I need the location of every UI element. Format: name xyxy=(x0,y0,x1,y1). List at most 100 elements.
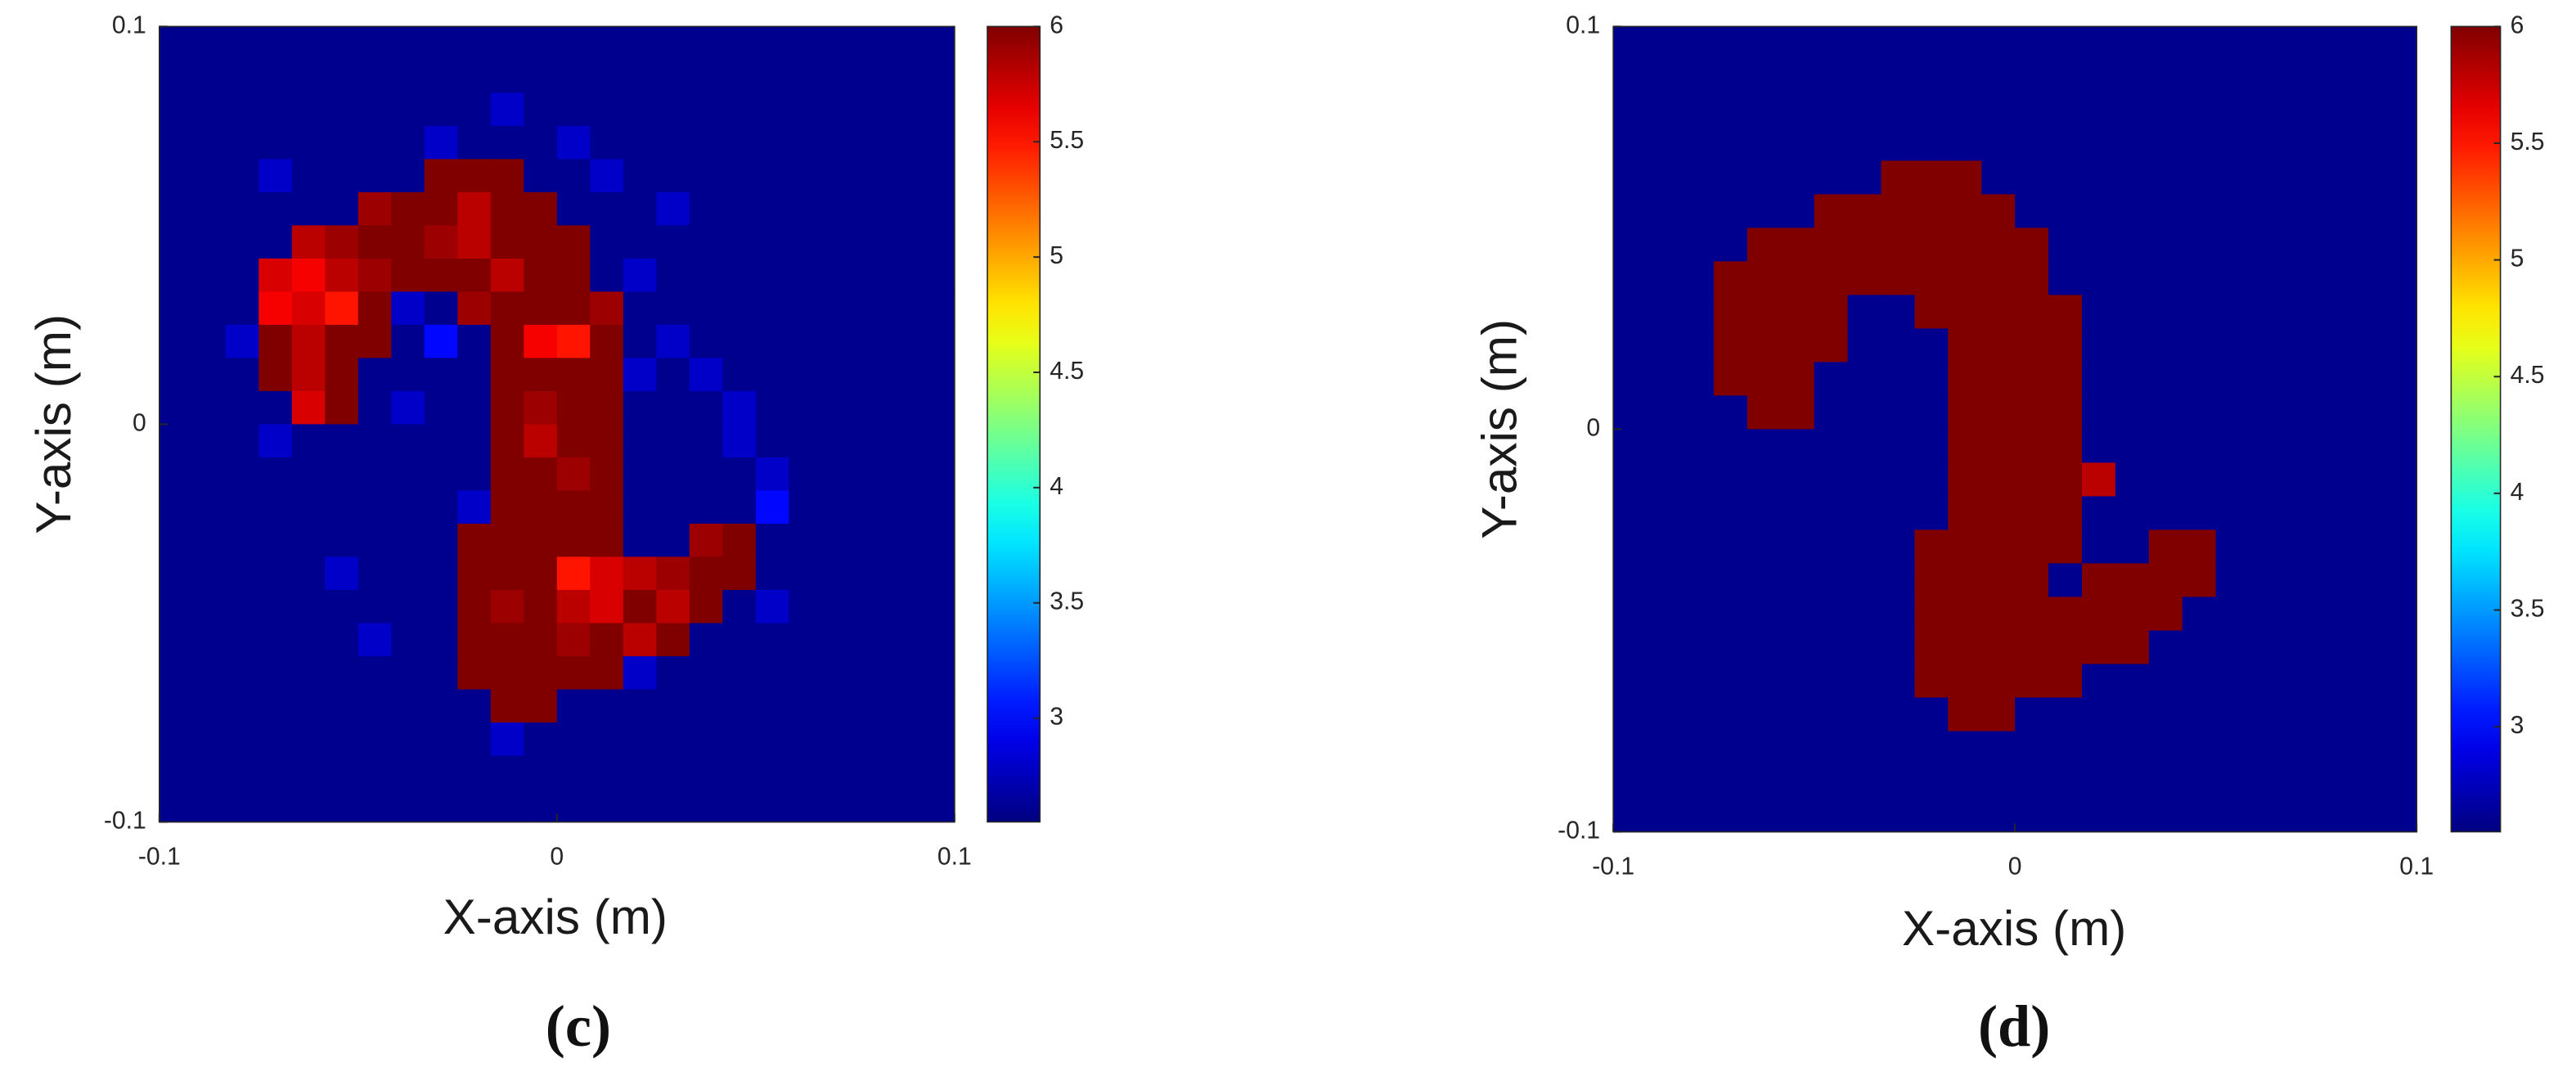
heatmap-cell xyxy=(888,424,923,458)
heatmap-cell xyxy=(1679,630,1715,665)
heatmap-cell xyxy=(291,225,326,259)
heatmap-cell xyxy=(2316,597,2351,632)
heatmap-cell xyxy=(1679,26,1715,61)
heatmap-cell xyxy=(2048,664,2083,699)
heatmap-cell xyxy=(2215,597,2250,632)
heatmap-cell xyxy=(888,523,923,558)
heatmap-cell xyxy=(623,26,658,61)
heatmap-cell xyxy=(2249,798,2284,833)
heatmap-cell xyxy=(2282,362,2318,397)
heatmap-cell xyxy=(1647,597,1681,632)
heatmap-cell xyxy=(1647,664,1681,699)
heatmap-cell xyxy=(556,92,591,127)
heatmap-cell xyxy=(1814,597,1849,632)
heatmap-cell xyxy=(1814,563,1849,598)
heatmap-cell xyxy=(391,59,425,94)
heatmap-cell xyxy=(2282,127,2318,162)
heatmap-cell xyxy=(357,159,393,193)
heatmap-cell xyxy=(225,556,260,591)
heatmap-cell xyxy=(2082,295,2116,330)
x-axis-label: X-axis (m) xyxy=(443,889,668,944)
heatmap-cell xyxy=(2316,496,2351,531)
heatmap-cell xyxy=(789,490,823,525)
heatmap-cell xyxy=(1981,697,2016,732)
heatmap-cell xyxy=(656,390,690,426)
heatmap-cell xyxy=(1613,160,1648,196)
heatmap-cell xyxy=(2215,261,2250,296)
heatmap-cell xyxy=(556,358,591,392)
heatmap-cell xyxy=(556,722,591,757)
heatmap-cell xyxy=(855,788,889,823)
heatmap-cell xyxy=(1679,798,1715,833)
heatmap-cell xyxy=(1679,93,1715,128)
heatmap-cell xyxy=(2048,429,2083,464)
heatmap-cell xyxy=(1814,295,1849,330)
heatmap-cell xyxy=(1847,60,1882,95)
heatmap-cell xyxy=(1847,764,1882,799)
heatmap-cell xyxy=(424,556,459,591)
heatmap-cell xyxy=(1914,697,1949,732)
heatmap-cell xyxy=(2115,26,2150,61)
heatmap-cell xyxy=(225,92,260,127)
heatmap-cell xyxy=(1613,295,1648,330)
heatmap-cell xyxy=(755,589,790,624)
heatmap-cell xyxy=(2349,261,2385,296)
heatmap-cell xyxy=(789,556,823,591)
heatmap-cell xyxy=(2282,496,2318,531)
heatmap-cell xyxy=(2316,563,2351,598)
heatmap-cell xyxy=(2249,731,2284,766)
heatmap-cell xyxy=(789,424,823,458)
heatmap-cell xyxy=(1814,630,1849,665)
heatmap-cell xyxy=(2215,798,2250,833)
heatmap-cell xyxy=(789,26,823,61)
heatmap-cell xyxy=(590,225,624,259)
heatmap-cell xyxy=(2249,764,2284,799)
heatmap-cell xyxy=(2048,798,2083,833)
heatmap-cell xyxy=(325,788,359,823)
heatmap-cell xyxy=(1981,295,2016,330)
heatmap-cell xyxy=(1847,630,1882,665)
heatmap-cell xyxy=(855,655,889,691)
heatmap-cell xyxy=(2048,328,2083,363)
heatmap-cell xyxy=(524,556,558,591)
heatmap-cell xyxy=(2115,697,2150,732)
heatmap-cell xyxy=(821,92,856,127)
heatmap-cell xyxy=(656,523,690,558)
heatmap-cell xyxy=(623,92,658,127)
heatmap-cell xyxy=(2316,194,2351,229)
heatmap-cell xyxy=(524,523,558,558)
heatmap-cell xyxy=(789,655,823,691)
heatmap-cell xyxy=(159,26,194,61)
heatmap-cell xyxy=(556,523,591,558)
heatmap-cell xyxy=(1713,697,1748,732)
heatmap-cell xyxy=(1948,295,1983,330)
heatmap-cell xyxy=(457,291,492,326)
x-tick-label: 0.1 xyxy=(2399,854,2434,881)
heatmap-cell xyxy=(524,92,558,127)
heatmap-cell xyxy=(225,125,260,160)
heatmap-cell xyxy=(1780,227,1815,263)
heatmap-cell xyxy=(2015,496,2049,531)
heatmap-cell xyxy=(623,589,658,624)
heatmap-cell xyxy=(357,125,393,160)
heatmap-cell xyxy=(291,258,326,293)
heatmap-cell xyxy=(1679,429,1715,464)
heatmap-cell xyxy=(159,324,194,359)
heatmap-cell xyxy=(789,59,823,94)
heatmap-cell xyxy=(2148,194,2183,229)
heatmap-cell xyxy=(2115,563,2150,598)
heatmap-cell xyxy=(722,457,757,492)
heatmap-cell xyxy=(1713,798,1748,833)
heatmap-cell xyxy=(689,523,724,558)
heatmap-cell xyxy=(258,26,293,61)
heatmap-cell xyxy=(888,788,923,823)
heatmap-cell xyxy=(755,390,790,426)
heatmap-cell xyxy=(623,490,658,525)
colorbar-tick-label: 5.5 xyxy=(2511,128,2545,155)
heatmap-cell xyxy=(258,324,293,359)
heatmap-cell xyxy=(1679,597,1715,632)
heatmap-cell xyxy=(2115,60,2150,95)
heatmap-cell xyxy=(656,92,690,127)
heatmap-cell xyxy=(2349,496,2385,531)
heatmap-cell xyxy=(159,191,194,227)
